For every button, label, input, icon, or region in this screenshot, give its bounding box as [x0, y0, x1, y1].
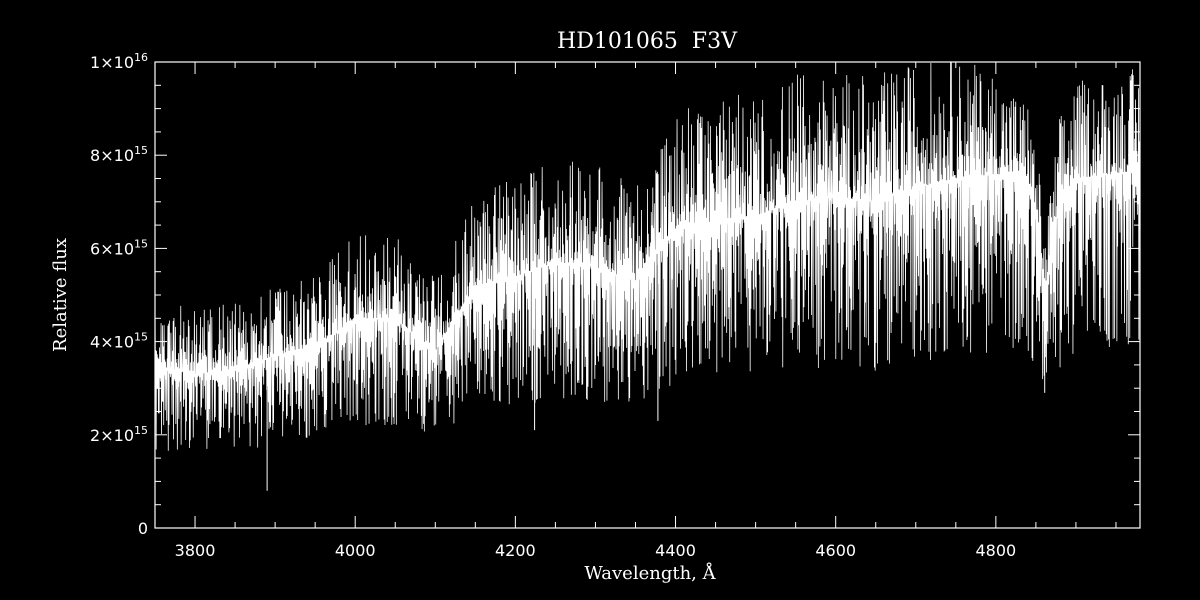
- x-axis: 3800 4000 4200 4400 4600 4800: [154, 62, 1117, 560]
- spectrum-line: [154, 62, 1141, 451]
- y-tick-label: 8×1015: [90, 144, 148, 165]
- x-tick-label: 4200: [495, 541, 536, 560]
- y-tick-label: 6×1015: [90, 237, 148, 258]
- y-tick-label: 0: [138, 519, 148, 538]
- x-tick-label: 3800: [175, 541, 216, 560]
- x-tick-label: 4000: [335, 541, 376, 560]
- x-tick-label: 4800: [975, 541, 1016, 560]
- x-tick-label: 4400: [655, 541, 696, 560]
- spectrum-series: [154, 62, 1141, 491]
- y-tick-label: 1×1016: [90, 51, 148, 72]
- x-tick-label: 4600: [815, 541, 856, 560]
- y-tick-label: 4×1015: [90, 331, 148, 352]
- x-axis-label: Wavelength, Å: [584, 562, 716, 584]
- y-tick-label: 2×1015: [90, 424, 148, 445]
- y-axis: 0 2×1015 4×1015 6×1015 8×1015 1×1016: [90, 51, 1140, 538]
- chart-title: HD101065 F3V: [557, 29, 738, 54]
- y-axis-label: Relative flux: [50, 238, 71, 352]
